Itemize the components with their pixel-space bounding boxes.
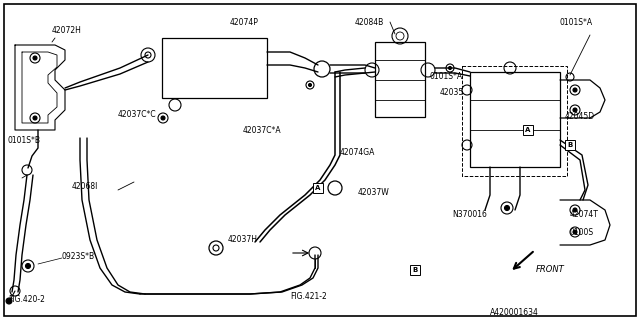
Bar (462, 66, 567, 176)
Circle shape (573, 88, 577, 92)
Bar (162, 38, 267, 98)
Text: 0100S: 0100S (570, 228, 594, 237)
Text: 42074GA: 42074GA (340, 148, 376, 157)
Text: 42037H: 42037H (228, 235, 258, 244)
Circle shape (573, 208, 577, 212)
Text: FIG.421-2: FIG.421-2 (290, 292, 327, 301)
Circle shape (449, 67, 451, 69)
Text: 42037C*A: 42037C*A (243, 126, 282, 135)
Circle shape (33, 56, 37, 60)
Circle shape (33, 116, 37, 120)
Text: 0101S*A: 0101S*A (560, 18, 593, 27)
Circle shape (504, 205, 509, 211)
Text: 42074P: 42074P (230, 18, 259, 27)
Text: 0101S*B: 0101S*B (8, 136, 41, 145)
Text: 42068I: 42068I (72, 182, 99, 191)
Circle shape (308, 84, 312, 86)
Text: B: B (412, 267, 418, 273)
Text: N370016: N370016 (452, 210, 487, 219)
Text: A: A (316, 185, 321, 191)
Bar (410, 265, 420, 275)
Circle shape (161, 116, 165, 120)
Circle shape (26, 263, 31, 268)
Text: 42045D: 42045D (565, 112, 595, 121)
Text: 42072H: 42072H (52, 26, 82, 35)
Text: 42084B: 42084B (355, 18, 384, 27)
Text: 42035: 42035 (440, 88, 464, 97)
Text: FRONT: FRONT (536, 266, 564, 275)
Bar (375, 42, 425, 117)
Circle shape (573, 230, 577, 234)
Circle shape (6, 298, 12, 304)
Bar (565, 140, 575, 150)
Bar (313, 183, 323, 193)
Bar (470, 72, 560, 167)
Text: A: A (525, 127, 531, 133)
Text: 42037C*C: 42037C*C (118, 110, 157, 119)
Circle shape (573, 108, 577, 112)
Text: A420001634: A420001634 (490, 308, 539, 317)
Text: B: B (568, 142, 573, 148)
Text: FIG.420-2: FIG.420-2 (8, 295, 45, 304)
Text: 0101S*A: 0101S*A (430, 72, 463, 81)
Bar (523, 125, 533, 135)
Text: 42074T: 42074T (570, 210, 599, 219)
Text: 42037W: 42037W (358, 188, 390, 197)
Text: 0923S*B: 0923S*B (62, 252, 95, 261)
